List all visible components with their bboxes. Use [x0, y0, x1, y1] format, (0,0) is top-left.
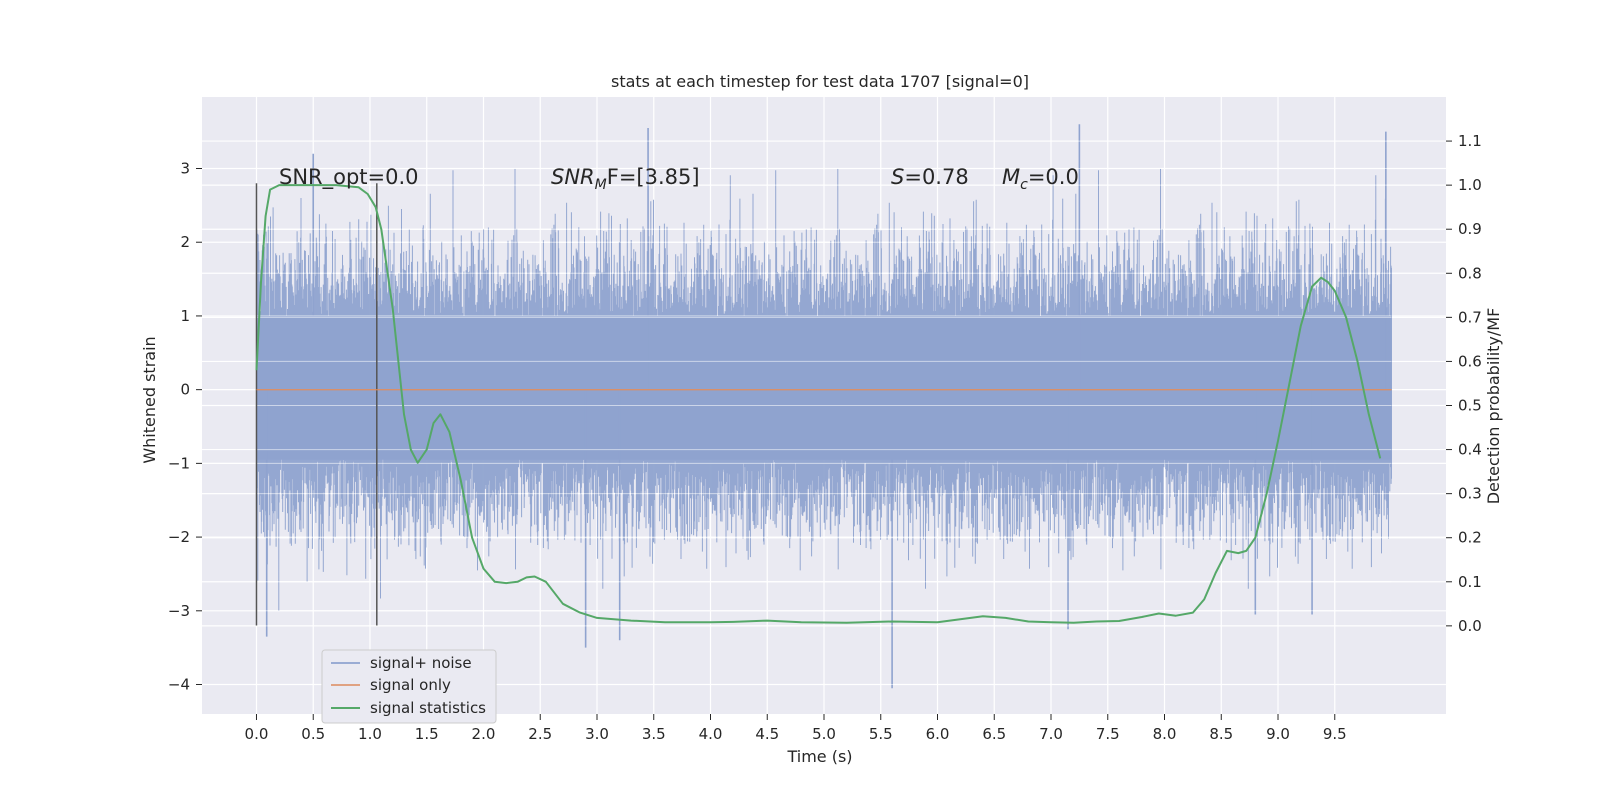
x-tick-label: 7.0	[1039, 725, 1063, 743]
left-y-axis-label: Whitened strain	[140, 336, 159, 463]
x-tick-label: 3.5	[642, 725, 666, 743]
signal-noise-series	[256, 124, 1392, 689]
left-y-tick-label: −1	[168, 454, 190, 472]
x-tick-label: 8.5	[1209, 725, 1233, 743]
right-y-tick-label: 0.7	[1458, 308, 1482, 326]
signal-statistics-series	[255, 184, 1382, 624]
x-tick-label: 2.0	[472, 725, 496, 743]
right-y-tick-label: 0.8	[1458, 264, 1482, 282]
left-y-tick-label: 1	[180, 307, 190, 325]
left-y-tick-label: −4	[168, 676, 190, 694]
annotation-snr-opt: SNR_opt=0.0	[279, 165, 419, 190]
legend-box	[321, 649, 497, 724]
x-tick-label: 7.5	[1096, 725, 1120, 743]
noise-core	[256, 315, 1392, 460]
x-tick-label: 8.0	[1153, 725, 1177, 743]
x-axis-label: Time (s)	[786, 747, 852, 766]
right-y-tick-label: 1.0	[1458, 176, 1482, 194]
annotation-mc: Mc=0.0	[1002, 165, 1079, 193]
right-y-tick-label: 0.5	[1458, 397, 1482, 415]
left-y-tick-label: −2	[168, 528, 190, 546]
x-tick-label: 2.5	[528, 725, 552, 743]
x-tick-label: 4.0	[699, 725, 723, 743]
x-tick-label: 5.0	[812, 725, 836, 743]
annotation-s: S=0.78	[891, 165, 969, 189]
x-tick-label: 9.5	[1323, 725, 1347, 743]
right-y-tick-label: 0.9	[1458, 220, 1482, 238]
right-y-tick-label: 0.0	[1458, 617, 1482, 635]
x-tick-label: 1.5	[415, 725, 439, 743]
left-y-tick-label: 0	[180, 381, 190, 399]
legend-label-signal-only: signal only	[370, 676, 451, 694]
right-y-tick-label: 0.1	[1458, 573, 1482, 591]
legend-label-signal-statistics: signal statistics	[370, 699, 486, 717]
legend-label-signal-noise: signal+ noise	[370, 654, 472, 672]
right-y-axis-ticks: 1.1 1.0 0.9 0.8 0.7 0.6 0.5 0.4 0.3 0.2 0.1 0.0	[1446, 132, 1482, 635]
x-tick-label: 9.0	[1266, 725, 1290, 743]
x-axis-ticks: 0.0 0.5 1.0 1.5 2.0 2.5 3.0 3.5 4.0 4.5 5.0 5.5 6.0 6…	[245, 714, 1347, 743]
left-y-axis-ticks: 3 2 1 0 −1 −2 −3 −4	[168, 160, 202, 694]
left-y-tick-label: 2	[180, 233, 190, 251]
right-y-tick-label: 0.3	[1458, 485, 1482, 503]
x-tick-label: 3.0	[585, 725, 609, 743]
marker-lines	[255, 183, 378, 626]
legend: signal+ noise signal only signal statist…	[321, 649, 497, 724]
x-tick-label: 5.5	[869, 725, 893, 743]
x-tick-label: 0.0	[245, 725, 269, 743]
right-y-tick-label: 0.4	[1458, 441, 1482, 459]
x-tick-label: 6.5	[982, 725, 1006, 743]
chart-title: stats at each timestep for test data 170…	[611, 72, 1029, 91]
left-y-tick-label: −3	[168, 602, 190, 620]
x-tick-label: 0.5	[301, 725, 325, 743]
x-tick-label: 4.5	[755, 725, 779, 743]
right-y-tick-label: 0.6	[1458, 352, 1482, 370]
right-y-tick-label: 0.2	[1458, 529, 1482, 547]
annotation-snr-mf: SNRMF=[3.85]	[551, 165, 700, 193]
x-tick-label: 1.0	[358, 725, 382, 743]
x-tick-label: 6.0	[926, 725, 950, 743]
left-y-tick-label: 3	[180, 160, 190, 178]
right-y-axis-label: Detection probability/MF	[1484, 308, 1503, 505]
right-y-tick-label: 1.1	[1458, 132, 1482, 150]
